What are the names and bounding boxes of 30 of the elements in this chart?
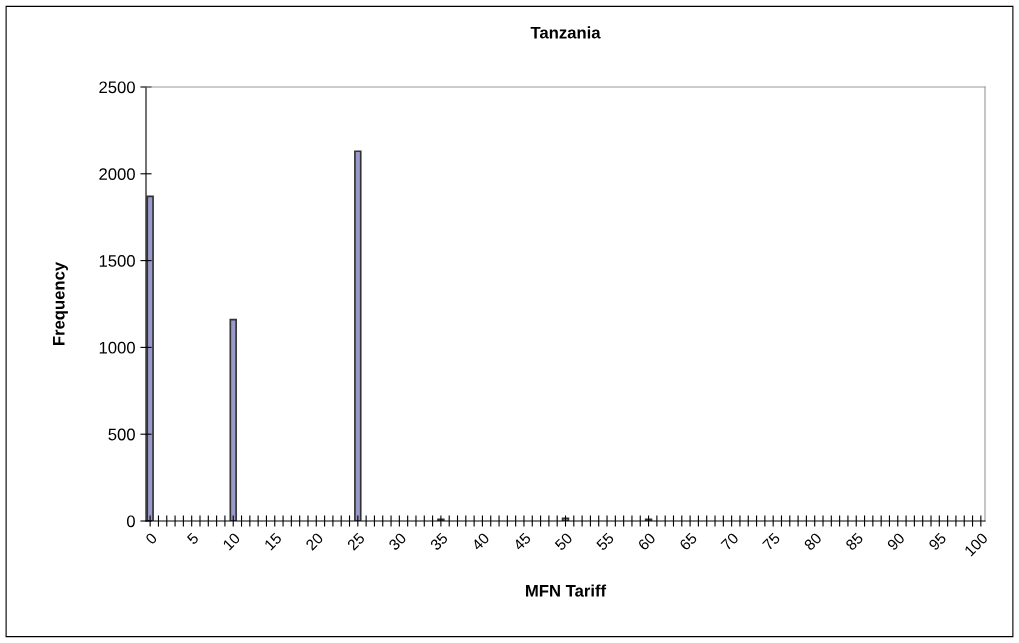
x-tick-label: 20 [305, 532, 324, 551]
y-tick-label: 500 [108, 428, 135, 441]
x-tick-label: 90 [886, 532, 906, 551]
x-tick-label: 95 [928, 532, 947, 551]
x-tick-label: 0 [144, 532, 158, 545]
x-tick-label: 40 [470, 532, 490, 552]
x-tick-label: 50 [554, 532, 574, 551]
x-tick-label: 25 [346, 532, 366, 551]
x-tick-label: 35 [429, 532, 449, 551]
x-tick-label: 15 [263, 532, 283, 551]
x-tick-label: 55 [595, 532, 615, 551]
x-tick-label: 75 [762, 532, 781, 551]
x-tick-label: 70 [720, 532, 740, 551]
x-axis-title: MFN Tariff [526, 584, 607, 597]
x-tick-label: 45 [512, 532, 532, 552]
y-tick-label: 0 [126, 515, 135, 528]
x-tick-label: 65 [678, 532, 698, 551]
x-tick-label: 10 [222, 532, 241, 551]
y-axis-title: Frequency [53, 261, 68, 346]
x-tick-label: 85 [844, 532, 864, 551]
x-tick-label: 60 [637, 532, 657, 551]
x-tick-label: 5 [186, 532, 200, 545]
y-tick-label: 2000 [99, 168, 135, 180]
x-tick-label: 30 [388, 532, 407, 551]
chart-title: Tanzania [530, 26, 601, 39]
y-tick-label: 2500 [99, 81, 135, 94]
x-tick-label: 80 [803, 532, 823, 551]
x-tick-label: 100 [963, 532, 989, 557]
y-tick-label: 1500 [99, 255, 135, 267]
y-tick-label: 1000 [99, 341, 135, 354]
